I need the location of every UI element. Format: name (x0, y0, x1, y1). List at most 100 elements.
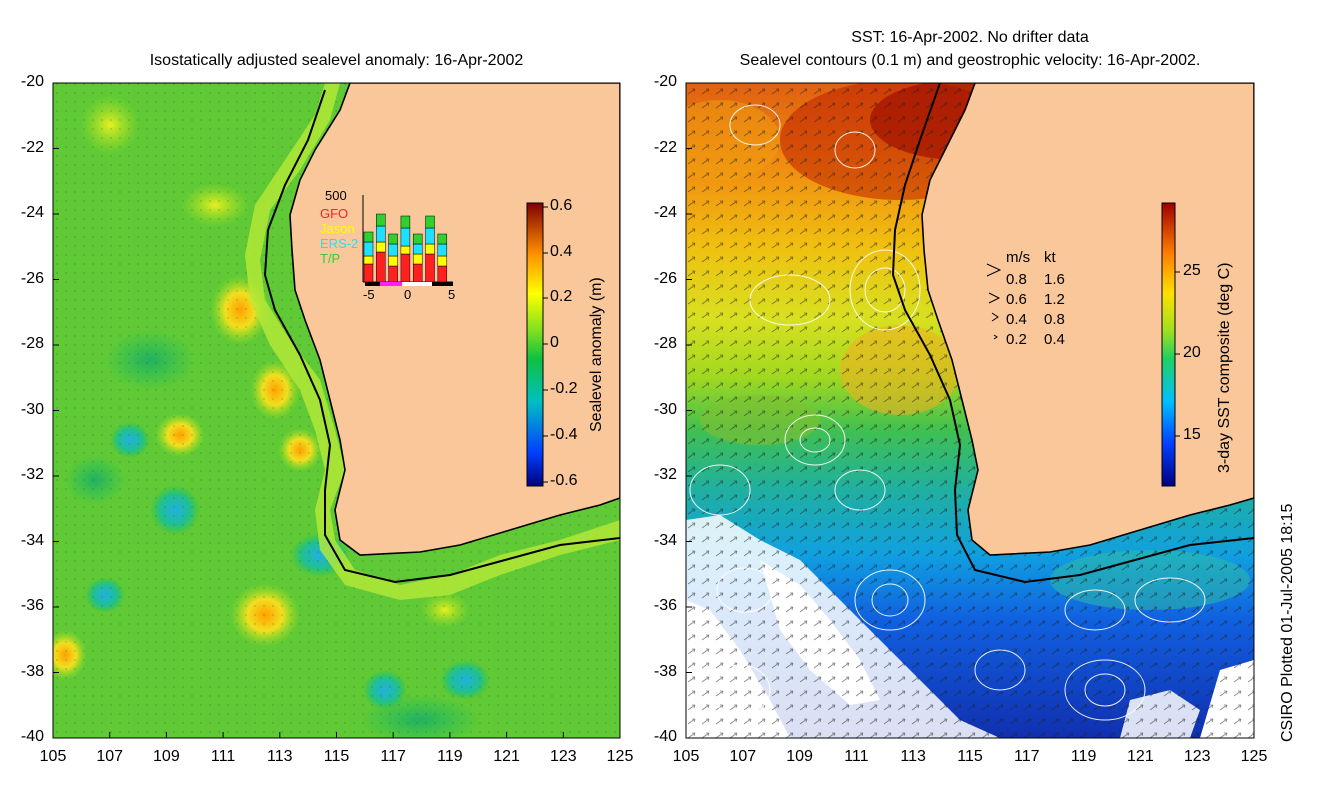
inset-xtick-0: 0 (404, 287, 412, 302)
sla-colorbar-tick: 0.2 (550, 288, 573, 305)
right-lat-tick: -36 (653, 597, 677, 614)
inset-bar-segment (437, 255, 448, 267)
sst-colorbar-tick: 25 (1183, 262, 1201, 279)
right-lat-tick: -28 (653, 335, 677, 352)
left-lat-tick: -24 (20, 204, 44, 221)
inset-bar-segment (363, 263, 374, 283)
left-panel-title: Isostatically adjusted sealevel anomaly:… (149, 52, 524, 69)
right-lon-tick: 123 (1183, 748, 1211, 765)
velocity-legend-ms: 0.2 (1006, 331, 1027, 348)
velocity-legend-kt: 0.4 (1044, 331, 1065, 348)
right-panel-title-line1: SST: 16-Apr-2002. No drifter data (851, 29, 1089, 46)
right-lon-tick: 121 (1127, 748, 1154, 765)
velocity-legend-header-kt: kt (1044, 249, 1056, 266)
left-lon-tick: 111 (210, 748, 236, 765)
inset-bar-segment (376, 251, 386, 283)
left-lon-tick: 125 (606, 748, 634, 765)
inset-bar-segment (425, 253, 435, 283)
left-lat-tick: -34 (20, 531, 44, 549)
left-lat-tick: -38 (20, 662, 44, 680)
inset-bar-segment (388, 243, 398, 257)
right-lon-tick: 107 (729, 748, 757, 765)
inset-legend-ers2: ERS-2 (320, 236, 359, 251)
inset-bar-segment (400, 227, 411, 247)
inset-bar-segment (388, 233, 398, 245)
left-lon-tick: 117 (380, 748, 406, 765)
right-lon-tick: 109 (786, 748, 813, 765)
sla-colorbar-tick: -0.4 (550, 426, 578, 443)
inset-bar-segment (437, 243, 448, 257)
right-lat-tick: -24 (653, 204, 677, 221)
velocity-legend-ms: 0.4 (1006, 311, 1027, 328)
inset-bar-segment (437, 233, 448, 245)
left-lat-tick: -30 (20, 400, 44, 418)
inset-bar-segment (376, 213, 386, 227)
right-panel-title-line2: Sealevel contours (0.1 m) and geostrophi… (739, 52, 1201, 69)
inset-bar-segment (376, 241, 386, 253)
right-lon-tick: 111 (844, 748, 869, 765)
right-lat-tick: -34 (653, 531, 677, 549)
left-lon-tick: 109 (153, 748, 180, 765)
inset-bar-segment (363, 241, 374, 257)
left-lat-tick: -20 (20, 73, 44, 90)
velocity-legend-kt: 0.8 (1044, 311, 1065, 328)
inset-bar-segment (400, 215, 411, 229)
right-lat-tick: -38 (653, 662, 677, 680)
right-lon-tick: 119 (1070, 748, 1097, 765)
inset-ymax-label: 500 (325, 188, 347, 203)
right-lat-tick: -20 (653, 73, 677, 90)
velocity-legend-kt: 1.2 (1044, 291, 1065, 308)
sla-colorbar-tick: 0.6 (550, 197, 573, 214)
left-lat-tick: -32 (20, 466, 44, 483)
inset-bar-segment (400, 245, 411, 255)
sst-colorbar-tick: 15 (1183, 426, 1201, 443)
right-lon-tick: 115 (957, 748, 983, 765)
sla-colorbar-tick: 0.4 (550, 243, 573, 260)
velocity-legend-kt: 1.6 (1044, 271, 1065, 288)
sst-colorbar (1161, 202, 1176, 487)
sst-colorbar-label: 3-day SST composite (deg C) (1216, 262, 1233, 473)
inset-xtick-neg5: -5 (363, 287, 375, 302)
right-lon-tick: 117 (1014, 748, 1040, 765)
inset-bar-segment (412, 263, 423, 283)
left-lat-tick: -36 (20, 597, 44, 614)
left-lat-tick: -26 (20, 269, 44, 287)
right-lon-tick: 125 (1240, 748, 1268, 765)
left-lon-tick: 107 (96, 748, 124, 765)
left-lon-tick: 105 (39, 748, 67, 765)
sst-colorbar-tick: 20 (1183, 344, 1201, 361)
right-lat-tick: -32 (653, 466, 677, 483)
inset-xtick-5: 5 (448, 287, 456, 302)
inset-bar-segment (388, 255, 398, 267)
left-lat-tick: -22 (20, 138, 44, 156)
inset-bar-segment (412, 233, 423, 245)
right-lat-tick: -40 (653, 728, 677, 745)
inset-bar-segment (363, 231, 374, 243)
velocity-legend-arrows (986, 263, 1002, 340)
inset-bar-segment (425, 227, 435, 245)
inset-bar-segment (400, 253, 411, 283)
right-lat-tick: -26 (653, 269, 677, 287)
sla-colorbar-tick: -0.6 (550, 472, 578, 489)
left-lon-tick: 123 (549, 748, 577, 765)
inset-bar-segment (412, 243, 423, 255)
sla-colorbar (526, 202, 544, 487)
inset-bar-segment (425, 215, 435, 229)
sla-colorbar-label: Sealevel anomaly (m) (588, 277, 605, 432)
inset-legend-gfo: GFO (320, 206, 349, 221)
left-lon-tick: 113 (267, 748, 293, 765)
credit-label: CSIRO Plotted 01-Jul-2005 18:15 (1279, 503, 1296, 742)
inset-legend-jason: Jason (320, 221, 355, 236)
right-lat-tick: -30 (653, 400, 677, 418)
sla-colorbar-tick: -0.2 (550, 380, 578, 397)
right-lon-tick: 113 (900, 748, 926, 765)
left-lat-tick: -40 (20, 728, 44, 745)
velocity-legend-ms: 0.6 (1006, 291, 1027, 308)
inset-bar-segment (425, 243, 435, 255)
satellite-inset-chart (362, 195, 453, 286)
velocity-legend-header-ms: m/s (1006, 249, 1031, 266)
inset-bar-segment (388, 265, 398, 283)
left-lat-tick: -28 (20, 335, 44, 352)
right-lon-tick: 105 (672, 748, 700, 765)
